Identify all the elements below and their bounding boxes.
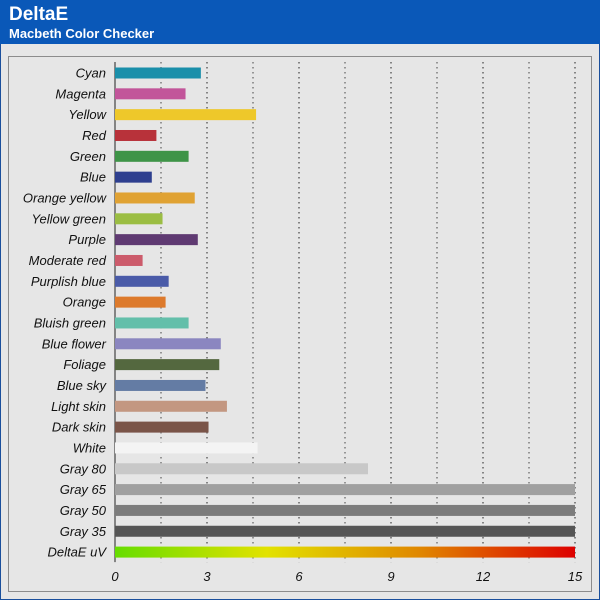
bar (115, 379, 206, 391)
x-tick-label: 12 (476, 569, 491, 584)
category-label: Dark skin (52, 420, 106, 435)
bar (115, 296, 166, 308)
chart-subtitle: Macbeth Color Checker (9, 26, 155, 41)
category-label: Blue sky (57, 378, 108, 393)
category-label: Cyan (76, 66, 106, 81)
category-label: Moderate red (29, 253, 107, 268)
x-tick-label: 0 (111, 569, 119, 584)
bar (115, 338, 221, 350)
grid-lines (114, 62, 576, 563)
bars-group (115, 67, 575, 558)
bar (115, 254, 143, 266)
bar (115, 359, 220, 371)
x-tick-label: 15 (568, 569, 583, 584)
category-label: Yellow green (32, 211, 106, 226)
bar (115, 109, 257, 121)
category-label: Purplish blue (31, 274, 106, 289)
bar (115, 171, 152, 183)
chart-title: DeltaE (9, 4, 69, 25)
category-label: Foliage (63, 357, 106, 372)
chart-header: DeltaE Macbeth Color Checker (0, 0, 600, 44)
bar (115, 150, 189, 162)
bar (115, 504, 575, 516)
category-label: Gray 50 (60, 503, 107, 518)
category-label: Green (70, 149, 106, 164)
category-label: Gray 35 (60, 524, 107, 539)
bar (115, 317, 189, 329)
category-label: Blue flower (42, 336, 107, 351)
category-label: Bluish green (34, 315, 106, 330)
x-tick-labels: 0 3 6 9 12 15 (111, 569, 583, 584)
category-label: Blue (80, 170, 106, 185)
x-tick-label: 6 (295, 569, 303, 584)
category-label: Light skin (51, 399, 106, 414)
bar (115, 442, 258, 454)
bar (115, 192, 195, 204)
x-tick-label: 3 (203, 569, 211, 584)
bar (115, 234, 198, 246)
category-label: Red (82, 128, 107, 143)
category-label: Purple (68, 232, 106, 247)
bar (115, 525, 575, 537)
category-labels: Cyan Magenta Yellow Red Green Blue Orange yell… (23, 66, 108, 560)
bar (115, 484, 575, 496)
bar (115, 129, 157, 141)
x-tick-label: 9 (387, 569, 394, 584)
bar (115, 400, 227, 412)
bar (115, 421, 209, 433)
bar (115, 275, 169, 287)
bar (115, 546, 575, 558)
plot-area (8, 56, 592, 592)
category-label: Orange (63, 295, 106, 310)
category-label: White (73, 440, 106, 455)
bar (115, 67, 201, 79)
category-label: Yellow (68, 107, 107, 122)
bar (115, 88, 186, 100)
category-label: Gray 80 (60, 461, 107, 476)
category-label: Magenta (55, 86, 106, 101)
category-label: DeltaE uV (47, 545, 107, 560)
category-label: Gray 65 (60, 482, 107, 497)
category-label: Orange yellow (23, 190, 108, 205)
bar (115, 213, 163, 225)
bar (115, 463, 368, 475)
